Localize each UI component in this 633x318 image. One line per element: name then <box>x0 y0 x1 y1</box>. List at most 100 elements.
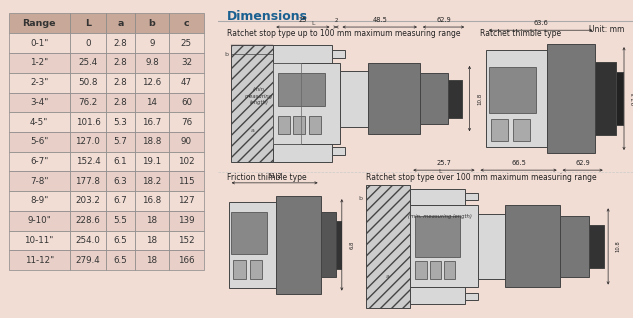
Bar <box>169 231 204 250</box>
Text: 177.8: 177.8 <box>75 177 101 186</box>
Bar <box>231 45 273 162</box>
Text: 8-9": 8-9" <box>30 197 48 205</box>
Text: 101.6: 101.6 <box>75 118 100 127</box>
Text: 16.8: 16.8 <box>142 197 161 205</box>
Bar <box>135 53 169 73</box>
Text: 203.2: 203.2 <box>75 197 101 205</box>
Text: 6.5: 6.5 <box>113 236 127 245</box>
Text: 25.4: 25.4 <box>78 59 97 67</box>
Text: 18.8: 18.8 <box>142 137 161 146</box>
Text: (min.
measuring
length): (min. measuring length) <box>245 87 273 105</box>
Bar <box>135 13 169 33</box>
Bar <box>106 132 135 152</box>
Bar <box>595 62 616 135</box>
Bar <box>513 119 530 141</box>
Bar <box>486 50 548 147</box>
Text: L: L <box>85 18 91 28</box>
Text: 10.8: 10.8 <box>477 93 482 105</box>
Text: 0-1": 0-1" <box>30 39 48 48</box>
Text: 10-11": 10-11" <box>25 236 54 245</box>
Text: 2.8: 2.8 <box>113 98 127 107</box>
Bar <box>410 205 477 287</box>
Text: 51.2: 51.2 <box>267 173 282 179</box>
Text: 18: 18 <box>146 256 158 265</box>
Bar <box>336 221 341 269</box>
Text: Friction thimble type: Friction thimble type <box>227 173 306 182</box>
Text: 6.5: 6.5 <box>113 256 127 265</box>
Text: 11-12": 11-12" <box>25 256 54 265</box>
Bar <box>273 144 332 162</box>
Text: Dimensions: Dimensions <box>227 10 308 23</box>
Bar <box>9 73 70 93</box>
Bar <box>320 212 336 277</box>
Text: 9-10": 9-10" <box>27 216 51 225</box>
Text: 63.6: 63.6 <box>533 20 548 26</box>
Bar <box>169 132 204 152</box>
Text: 166: 166 <box>179 256 195 265</box>
Text: 76: 76 <box>181 118 192 127</box>
Bar <box>70 13 106 33</box>
Bar <box>616 72 623 125</box>
Bar <box>465 193 477 200</box>
Text: a: a <box>250 128 254 133</box>
Bar <box>106 112 135 132</box>
Text: 76.2: 76.2 <box>78 98 97 107</box>
Text: 47: 47 <box>181 78 192 87</box>
Text: 18.2: 18.2 <box>142 177 161 186</box>
Bar <box>135 211 169 231</box>
Text: 18: 18 <box>146 236 158 245</box>
Bar <box>9 250 70 270</box>
Bar <box>106 250 135 270</box>
Text: 152: 152 <box>178 236 195 245</box>
Bar <box>169 152 204 171</box>
Text: 12.6: 12.6 <box>142 78 161 87</box>
Bar <box>135 73 169 93</box>
Bar <box>9 191 70 211</box>
Text: 2: 2 <box>334 17 338 23</box>
Bar <box>309 116 321 134</box>
Text: 254.0: 254.0 <box>75 236 101 245</box>
Bar <box>106 211 135 231</box>
Text: 2-3": 2-3" <box>30 78 48 87</box>
Text: 6-7": 6-7" <box>30 157 48 166</box>
Bar <box>339 71 377 127</box>
Bar <box>70 93 106 112</box>
Bar <box>70 73 106 93</box>
Text: (min. measuring length): (min. measuring length) <box>408 214 472 219</box>
Bar <box>106 73 135 93</box>
Bar <box>169 191 204 211</box>
Text: 16.7: 16.7 <box>142 118 161 127</box>
Text: 139: 139 <box>178 216 195 225</box>
Text: b: b <box>358 196 362 201</box>
Bar <box>169 250 204 270</box>
Text: 5.7: 5.7 <box>113 137 127 146</box>
Bar <box>169 171 204 191</box>
Text: 2.8: 2.8 <box>113 59 127 67</box>
Bar <box>278 73 325 106</box>
Bar <box>278 116 290 134</box>
Text: 2.8: 2.8 <box>113 78 127 87</box>
Bar <box>169 211 204 231</box>
Bar <box>135 171 169 191</box>
Bar <box>368 63 420 134</box>
Bar <box>410 287 465 304</box>
Text: L: L <box>312 21 315 26</box>
Text: 10.8: 10.8 <box>615 241 620 252</box>
Bar <box>332 50 346 58</box>
Bar <box>106 13 135 33</box>
Bar <box>548 44 595 153</box>
Text: 228.6: 228.6 <box>75 216 100 225</box>
Bar <box>9 132 70 152</box>
Text: 9.8: 9.8 <box>145 59 159 67</box>
Bar <box>477 214 512 279</box>
Bar <box>106 53 135 73</box>
Bar <box>9 231 70 250</box>
Text: 25: 25 <box>181 39 192 48</box>
Bar <box>106 33 135 53</box>
Bar <box>589 225 605 268</box>
Bar <box>106 171 135 191</box>
Bar <box>70 211 106 231</box>
Text: 5-6": 5-6" <box>30 137 48 146</box>
Text: 9.7.3: 9.7.3 <box>632 92 633 105</box>
Bar <box>273 63 339 144</box>
